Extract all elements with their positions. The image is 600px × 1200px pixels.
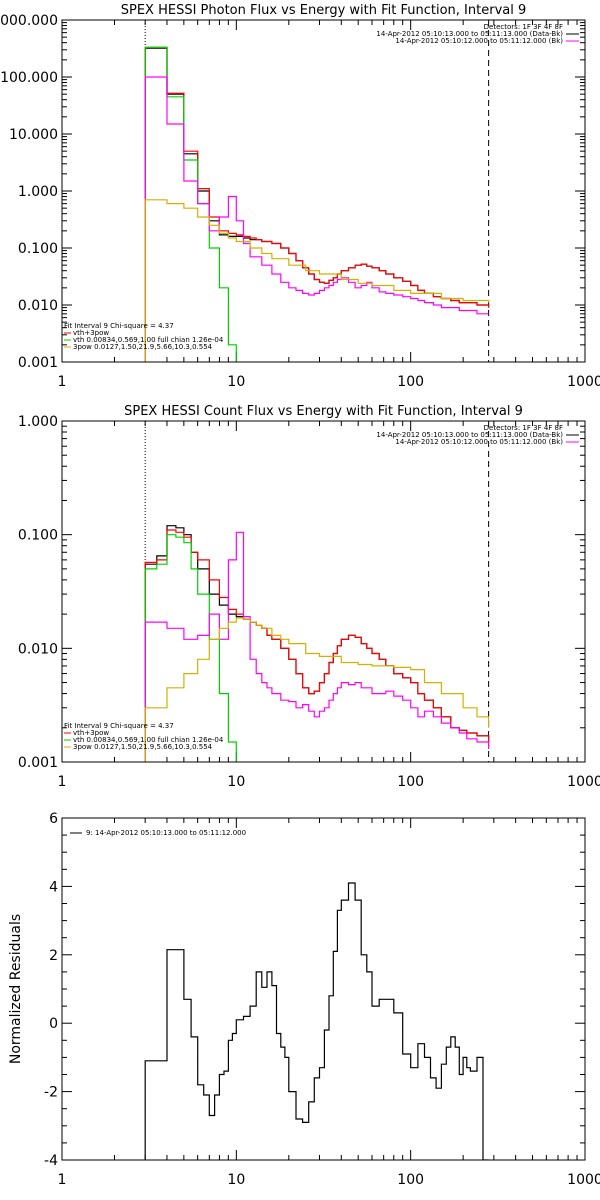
x-tick-label: 100 [397,374,424,390]
y-tick-label: -2 [44,1085,58,1101]
y-tick-label: 0.010 [18,298,58,314]
x-tick-label: 1000 [567,1172,600,1188]
y-tick-label: 100.000 [0,70,58,86]
legend-entry: 14-Apr-2012 05:10:12.000 to 05:11:12.000… [395,438,563,446]
legend-entry: 9: 14-Apr-2012 05:10:13.000 to 05:11:12.… [86,829,246,837]
y-tick-label: 1000.000 [0,13,58,29]
x-tick-label: 100 [397,774,424,790]
y-axis: 0.001 0.010 0.100 1.000 [18,414,585,771]
x-tick-label: 1 [58,1172,67,1188]
y-tick-label: 0.001 [18,355,58,371]
y-tick-label: 2 [49,948,58,964]
series-group [144,46,490,362]
panels: SPEX HESSI Photon Flux vs Energy with Fi… [0,3,600,1188]
y-tick-label: 1.000 [18,184,58,200]
legend-entry: Fit Interval 9 Chi-square = 4.37 [64,722,174,730]
legend-entry: 14-Apr-2012 05:10:12.000 to 05:11:12.000… [395,37,563,45]
y-tick-label: 0.001 [18,755,58,771]
legend-entry: 3pow 0.0127,1.50,21.9,5.66,10.3,0.554 [73,343,213,351]
series-group [144,882,489,1160]
x-axis: 1 10 100 1000 [58,818,600,1188]
x-tick-label: 10 [227,1172,245,1188]
legend-entry: vth+3pow [73,729,109,737]
y-tick-label: -4 [44,1153,58,1169]
y-tick-label: 1.000 [18,414,58,430]
legend-top-left: 9: 14-Apr-2012 05:10:13.000 to 05:11:12.… [70,829,246,837]
series-line-5 [144,617,490,762]
x-tick-label: 100 [397,1172,424,1188]
legend-entry: vth 0.00834,0.569,1.00 full chian 1.26e-… [73,736,224,744]
legend-entry: Detectors: 1F 3F 4F 8F [484,23,563,31]
legend-entry: vth 0.00834,0.569,1.00 full chian 1.26e-… [73,336,224,344]
plot-frame [61,420,586,763]
series-line-5 [144,199,490,362]
series-line-2 [144,529,490,762]
chart-panel-3: 1 10 100 1000 -4 -2 0 2 4 6 Normalized Residuals 9:… [8,811,600,1188]
x-tick-label: 1000 [567,774,600,790]
legend-bottom-left: Fit Interval 9 Chi-square = 4.37vth+3pow… [64,722,224,751]
chart-title: SPEX HESSI Photon Flux vs Energy with Fi… [121,3,527,18]
x-axis: 1 10 100 1000 [58,20,600,390]
y-tick-label: 0.100 [18,528,58,544]
legend-entry: vth+3pow [73,329,109,337]
chart-panel-1: SPEX HESSI Photon Flux vs Energy with Fi… [0,3,600,390]
legend-bottom-left: Fit Interval 9 Chi-square = 4.37vth+3pow… [64,322,224,351]
y-tick-label: 0 [49,1016,58,1032]
series-group [144,525,490,762]
x-tick-label: 10 [227,774,245,790]
x-tick-label: 1 [58,374,67,390]
legend-entry: Fit Interval 9 Chi-square = 4.37 [64,322,174,330]
legend-entry: Detectors: 1F 3F 4F 8F [484,424,563,432]
plot-frame [61,817,586,1161]
x-tick-label: 10 [227,374,245,390]
y-tick-label: 4 [49,879,58,895]
series-line-2 [144,46,490,362]
series-line-3 [144,46,237,362]
x-tick-label: 1000 [567,374,600,390]
series-line-4 [144,76,489,362]
legend-entry: 3pow 0.0127,1.50,21.9,5.66,10.3,0.554 [73,743,213,751]
series-line-1 [144,882,489,1160]
chart-title: SPEX HESSI Count Flux vs Energy with Fit… [124,404,523,419]
y-axis: 0.001 0.010 0.100 1.000 10.000 100.000 1000.00… [0,13,585,371]
legend-entry: 14-Apr-2012 05:10:13.000 to 05:11:13.000… [376,30,563,38]
series-line-3 [144,534,237,762]
y-axis-label: Normalized Residuals [8,914,24,1064]
x-tick-label: 1 [58,774,67,790]
chart-panel-2: SPEX HESSI Count Flux vs Energy with Fit… [18,404,600,790]
x-axis: 1 10 100 1000 [58,421,600,790]
series-line-4 [144,531,490,762]
y-tick-label: 0.100 [18,241,58,257]
y-tick-label: 6 [49,811,58,827]
plot-frame [61,19,586,363]
y-tick-label: 10.000 [9,127,58,143]
legend-entry: 14-Apr-2012 05:10:13.000 to 05:11:13.000… [376,431,563,439]
y-tick-label: 0.010 [18,641,58,657]
